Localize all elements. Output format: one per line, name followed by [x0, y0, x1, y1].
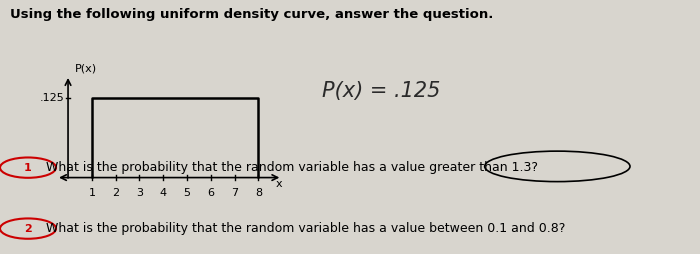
- Text: 1: 1: [88, 188, 95, 198]
- Text: 2: 2: [112, 188, 119, 198]
- Text: What is the probability that the random variable has a value greater than 1.3?: What is the probability that the random …: [46, 161, 538, 174]
- Text: 4: 4: [160, 188, 167, 198]
- Text: x: x: [275, 179, 282, 189]
- Text: 2: 2: [24, 224, 32, 234]
- Text: P(x): P(x): [75, 63, 97, 73]
- Text: What is the probability that the random variable has a value between 0.1 and 0.8: What is the probability that the random …: [46, 222, 565, 235]
- Text: Using the following uniform density curve, answer the question.: Using the following uniform density curv…: [10, 8, 494, 21]
- Text: 8: 8: [255, 188, 262, 198]
- Text: 1: 1: [24, 163, 32, 173]
- Text: .125: .125: [40, 92, 64, 103]
- Text: P(x) = .125: P(x) = .125: [322, 81, 440, 101]
- Text: 6: 6: [207, 188, 214, 198]
- Text: 3: 3: [136, 188, 143, 198]
- Text: 5: 5: [183, 188, 190, 198]
- Text: 7: 7: [231, 188, 238, 198]
